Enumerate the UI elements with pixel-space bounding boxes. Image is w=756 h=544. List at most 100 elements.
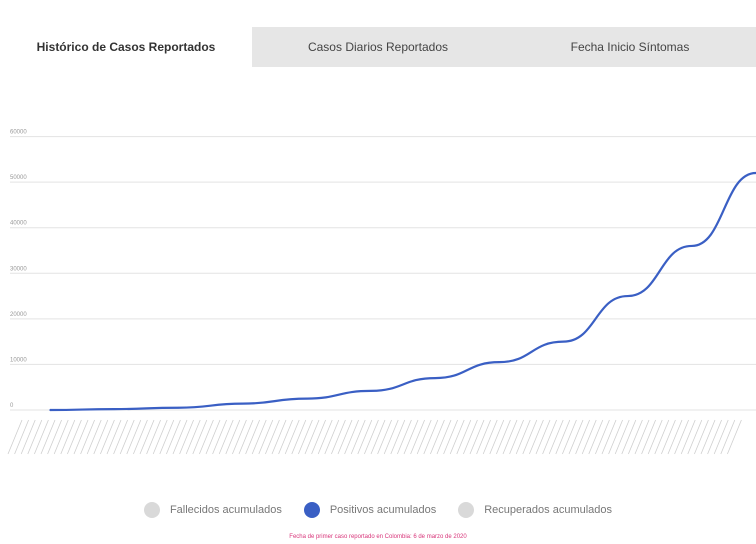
- x-tick-mark: [73, 419, 89, 455]
- legend-item-recuperados[interactable]: Recuperados acumulados: [458, 502, 612, 518]
- data-point: [562, 340, 565, 343]
- x-tick-mark: [595, 419, 610, 455]
- x-tick-mark: [542, 419, 557, 455]
- tab-historico-casos[interactable]: Histórico de Casos Reportados: [0, 27, 252, 67]
- x-tick-mark: [575, 419, 590, 455]
- x-tick-mark: [562, 419, 577, 455]
- data-point: [305, 397, 308, 400]
- x-tick-mark: [482, 419, 498, 455]
- x-tick-mark: [614, 419, 630, 455]
- x-tick-mark: [258, 419, 274, 455]
- x-tick-mark: [469, 419, 485, 455]
- legend-label-fallecidos: Fallecidos acumulados: [169, 504, 282, 516]
- legend-dot-fallecidos: [143, 502, 160, 518]
- x-tick-mark: [7, 419, 23, 455]
- x-tick-mark: [152, 419, 168, 455]
- x-tick-mark: [700, 419, 716, 455]
- x-tick-mark: [647, 419, 663, 455]
- x-tick-mark: [621, 419, 637, 455]
- data-point: [626, 295, 629, 297]
- x-tick-mark: [555, 419, 571, 455]
- y-tick-label: 0: [10, 403, 14, 409]
- legend-item-positivos[interactable]: Positivos acumulados: [303, 502, 437, 518]
- legend-label-recuperados: Recuperados acumulados: [484, 504, 613, 516]
- x-tick-mark: [100, 419, 115, 455]
- x-tick-mark: [291, 419, 307, 455]
- x-tick-mark: [20, 419, 36, 455]
- tab-fecha-inicio-sintomas[interactable]: Fecha Inicio Síntomas: [504, 27, 756, 67]
- x-tick-mark: [67, 419, 82, 455]
- x-tick-mark: [535, 419, 551, 455]
- x-tick-mark: [60, 419, 76, 455]
- tab-label: Fecha Inicio Síntomas: [570, 40, 690, 54]
- x-tick-mark: [232, 419, 247, 455]
- x-tick-mark: [350, 419, 366, 455]
- x-tick-mark: [476, 419, 491, 455]
- tab-bar: Histórico de Casos Reportados Casos Diar…: [0, 27, 756, 67]
- x-tick-mark: [146, 419, 161, 455]
- data-point: [498, 361, 501, 363]
- tab-casos-diarios[interactable]: Casos Diarios Reportados: [252, 27, 504, 67]
- x-tick-mark: [529, 419, 544, 455]
- x-tick-mark: [337, 419, 353, 455]
- x-tick-mark: [588, 419, 604, 455]
- x-tick-mark: [14, 419, 29, 455]
- x-tick-mark: [317, 419, 333, 455]
- x-tick-mark: [397, 419, 412, 455]
- x-tick-mark: [251, 419, 267, 455]
- x-tick-mark: [324, 419, 340, 455]
- x-tick-mark: [27, 419, 43, 455]
- legend-label-positivos: Positivos acumulados: [329, 504, 437, 516]
- x-tick-mark: [311, 419, 326, 455]
- x-tick-mark: [522, 419, 538, 455]
- legend-item-fallecidos[interactable]: Fallecidos acumulados: [143, 502, 282, 518]
- x-tick-mark: [634, 419, 650, 455]
- x-tick-mark: [271, 419, 287, 455]
- data-point: [691, 245, 693, 247]
- x-tick-mark: [436, 419, 452, 455]
- x-tick-mark: [548, 419, 564, 455]
- x-tick-mark: [205, 419, 221, 455]
- series-line-positivos: [49, 171, 756, 412]
- x-tick-mark: [179, 419, 194, 455]
- x-tick-mark: [423, 419, 439, 455]
- x-tick-mark: [727, 419, 742, 455]
- x-tick-mark: [581, 419, 597, 455]
- data-point: [177, 406, 180, 409]
- x-tick-mark: [463, 419, 478, 455]
- x-tick-mark: [331, 419, 346, 455]
- x-tick-mark: [218, 419, 234, 455]
- y-tick-label: 50000: [10, 175, 27, 181]
- x-tick-mark: [40, 419, 56, 455]
- x-tick-mark: [430, 419, 445, 455]
- x-tick-mark: [608, 419, 623, 455]
- x-tick-mark: [278, 419, 293, 455]
- x-tick-mark: [509, 419, 524, 455]
- x-tick-mark: [628, 419, 643, 455]
- x-tick-mark: [225, 419, 241, 455]
- chart-legend: Fallecidos acumulados Positivos acumulad…: [0, 498, 756, 522]
- legend-dot-positivos: [303, 502, 320, 518]
- x-tick-mark: [377, 419, 392, 455]
- x-tick-mark: [403, 419, 419, 455]
- tab-label: Casos Diarios Reportados: [307, 40, 449, 54]
- x-tick-mark: [284, 419, 300, 455]
- x-tick-mark: [53, 419, 69, 455]
- x-tick-mark: [390, 419, 406, 455]
- x-tick-mark: [298, 419, 313, 455]
- tab-label: Histórico de Casos Reportados: [36, 40, 216, 54]
- x-tick-mark: [502, 419, 518, 455]
- chart-svg: 0 10000 20000 30000 40000 50000 60000: [7, 130, 756, 455]
- x-tick-mark: [106, 419, 122, 455]
- y-tick-label: 30000: [10, 266, 27, 272]
- x-tick-mark: [720, 419, 736, 455]
- data-point: [113, 408, 115, 410]
- x-tick-mark: [133, 419, 148, 455]
- x-tick-mark: [449, 419, 465, 455]
- x-tick-mark: [416, 419, 432, 455]
- data-point: [49, 409, 51, 411]
- x-tick-mark: [238, 419, 254, 455]
- x-tick-mark: [172, 419, 188, 455]
- x-tick-mark: [654, 419, 670, 455]
- x-tick-mark: [515, 419, 531, 455]
